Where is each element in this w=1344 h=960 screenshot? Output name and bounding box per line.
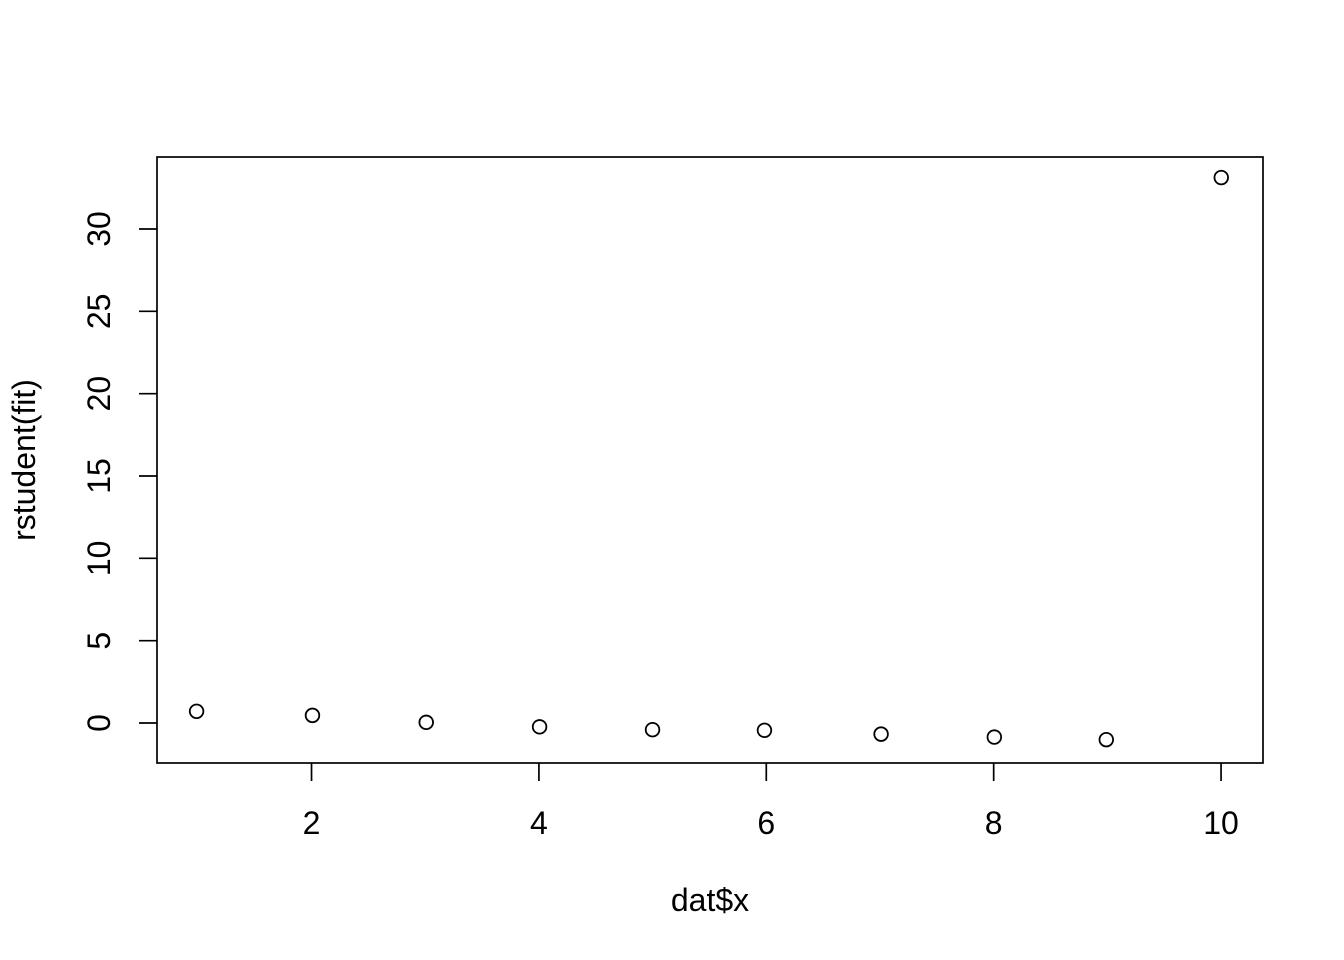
svg-text:10: 10: [81, 541, 117, 577]
svg-text:20: 20: [81, 376, 117, 412]
svg-text:6: 6: [757, 805, 775, 841]
svg-text:0: 0: [81, 714, 117, 732]
svg-text:10: 10: [1203, 805, 1239, 841]
svg-text:4: 4: [530, 805, 548, 841]
svg-text:15: 15: [81, 458, 117, 494]
svg-text:8: 8: [985, 805, 1003, 841]
svg-text:2: 2: [303, 805, 321, 841]
svg-text:25: 25: [81, 294, 117, 330]
svg-text:dat$x: dat$x: [671, 882, 749, 918]
svg-text:30: 30: [81, 211, 117, 247]
svg-text:5: 5: [81, 632, 117, 650]
svg-text:rstudent(fit): rstudent(fit): [6, 379, 42, 541]
